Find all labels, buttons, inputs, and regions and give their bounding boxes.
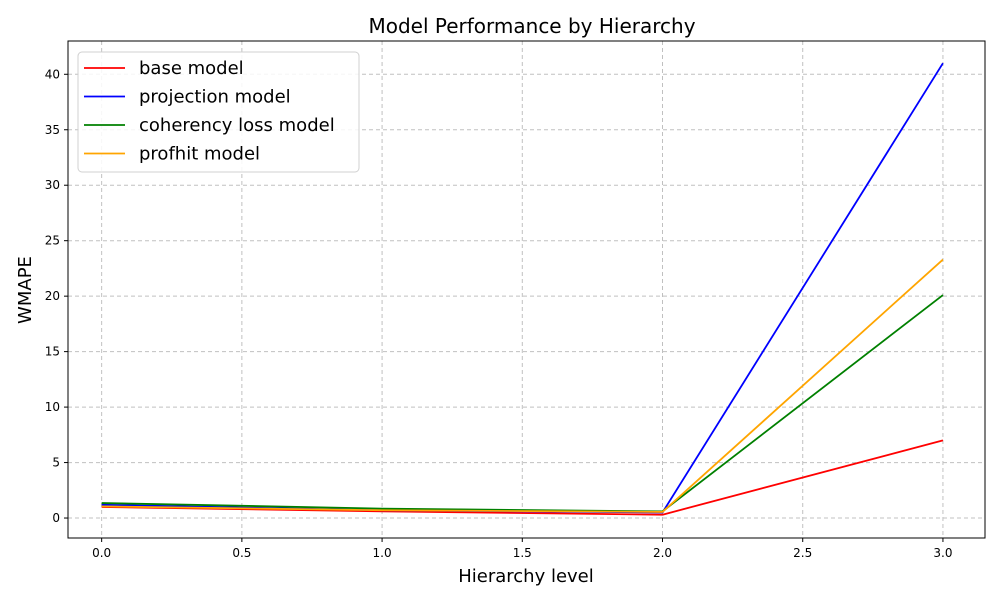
x-tick-label: 1.5 xyxy=(513,546,532,560)
series-lines xyxy=(101,62,944,516)
y-tick-label: 35 xyxy=(45,123,60,137)
y-tick-label: 25 xyxy=(45,234,60,248)
y-tick-label: 20 xyxy=(45,289,60,303)
y-tick-label: 30 xyxy=(45,178,60,192)
y-axis-label: WMAPE xyxy=(15,256,36,324)
x-tick-label: 2.5 xyxy=(793,546,812,560)
y-tick-label: 0 xyxy=(52,511,60,525)
y-tick-label: 40 xyxy=(45,67,60,81)
x-tick-label: 3.0 xyxy=(933,546,952,560)
y-tick-label: 15 xyxy=(45,345,60,359)
grid-lines xyxy=(68,41,985,538)
y-tick-label: 10 xyxy=(45,400,60,414)
legend-box xyxy=(77,51,360,173)
x-tick-label: 0.5 xyxy=(232,546,251,560)
series-line-3 xyxy=(101,258,944,513)
legend-label-3: profhit model xyxy=(139,144,260,165)
x-axis-label: Hierarchy level xyxy=(458,566,594,587)
y-tick-label: 5 xyxy=(52,456,60,470)
legend-label-1: projection model xyxy=(139,87,291,108)
axis-ticks: 0.0 0.5 1.0 1.5 2.0 2.5 3.0 0 5 10 15 20 25 30 35 40 xyxy=(45,67,953,560)
legend-label-2: coherency loss model xyxy=(139,115,335,136)
x-tick-label: 0.0 xyxy=(92,546,111,560)
x-tick-label: 1.0 xyxy=(373,546,392,560)
legend: base model projection model coherency loss… xyxy=(77,51,360,173)
chart-title: Model Performance by Hierarchy xyxy=(368,14,695,38)
x-tick-label: 2.0 xyxy=(653,546,672,560)
plot-frame xyxy=(67,40,986,539)
series-line-2 xyxy=(101,294,944,513)
legend-label-0: base model xyxy=(139,58,244,79)
